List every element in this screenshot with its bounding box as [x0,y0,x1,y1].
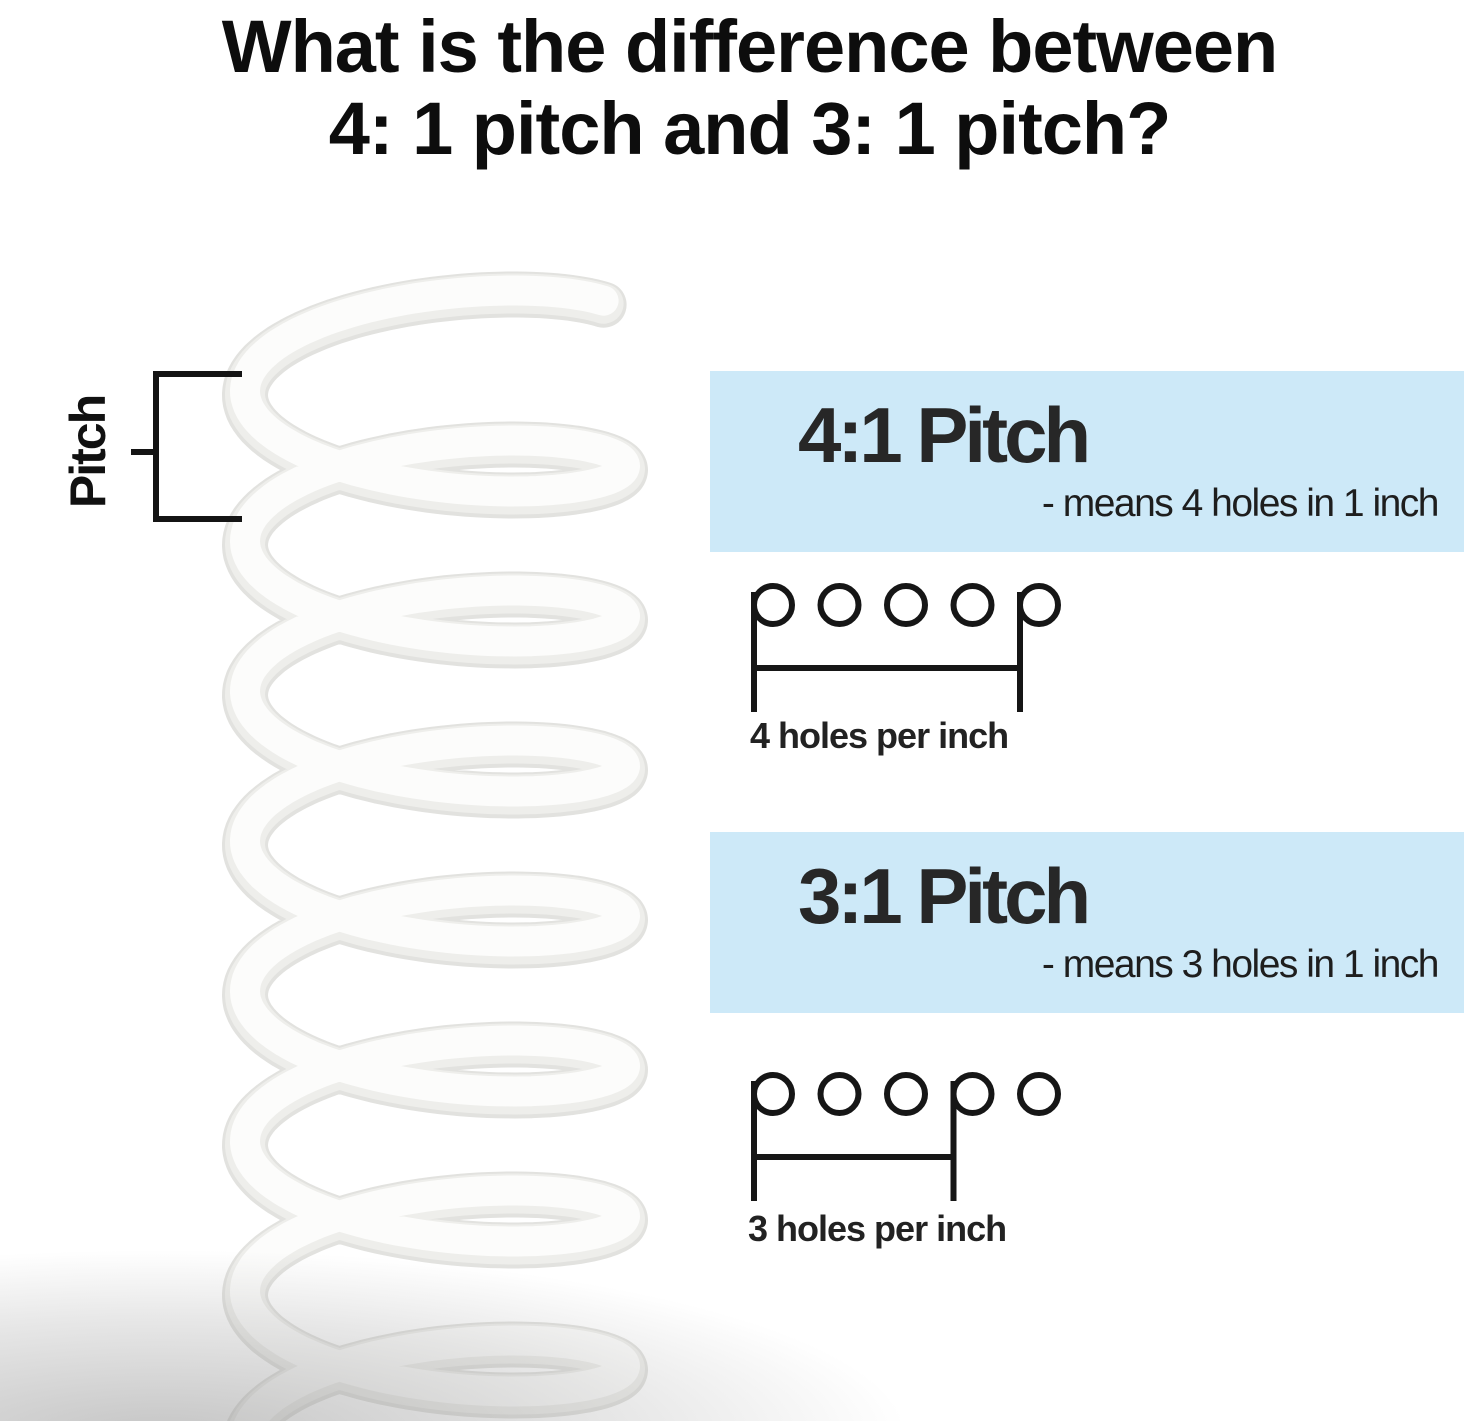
binding-coil-image [222,271,648,1421]
hole-circle [950,1072,995,1116]
pitch-bracket-tick [131,449,154,455]
pitch-3-1-heading: 3:1 Pitch [798,852,1091,940]
pitch-4-1-subtext: - means 4 holes in 1 inch [1041,482,1440,525]
pitch-3-1-subtext: - means 3 holes in 1 inch [1041,943,1440,986]
hole-circle [1017,583,1061,627]
hole-circle [751,1072,795,1116]
hole-circle [817,1072,862,1116]
pitch-bracket-top-arm [153,371,242,377]
pitch-4-1-box: 4:1 Pitch - means 4 holes in 1 inch [710,371,1464,552]
pitch-label: Pitch [60,395,116,509]
holes-diagram-4-1 [751,583,1061,712]
hole-circle [1017,1072,1061,1116]
caption-4-holes-per-inch: 4 holes per inch [750,715,1009,756]
title-line-2: 4: 1 pitch and 3: 1 pitch? [328,87,1172,170]
caption-3-holes-per-inch: 3 holes per inch [748,1208,1007,1249]
pitch-bracket-vertical [153,371,159,522]
holes-diagram-3-1 [751,1072,1061,1201]
pitch-4-1-heading: 4:1 Pitch [798,391,1091,479]
pitch-bracket-bottom-arm [153,516,242,522]
hole-circle [751,583,795,627]
hole-circle [817,583,862,627]
title-line-1: What is the difference between [221,5,1279,88]
pitch-3-1-box: 3:1 Pitch - means 3 holes in 1 inch [710,832,1464,1013]
hole-circle [950,583,995,627]
hole-circle [884,583,928,627]
hole-circle [884,1072,928,1116]
page-title: What is the difference between 4: 1 pitc… [13,6,1473,170]
